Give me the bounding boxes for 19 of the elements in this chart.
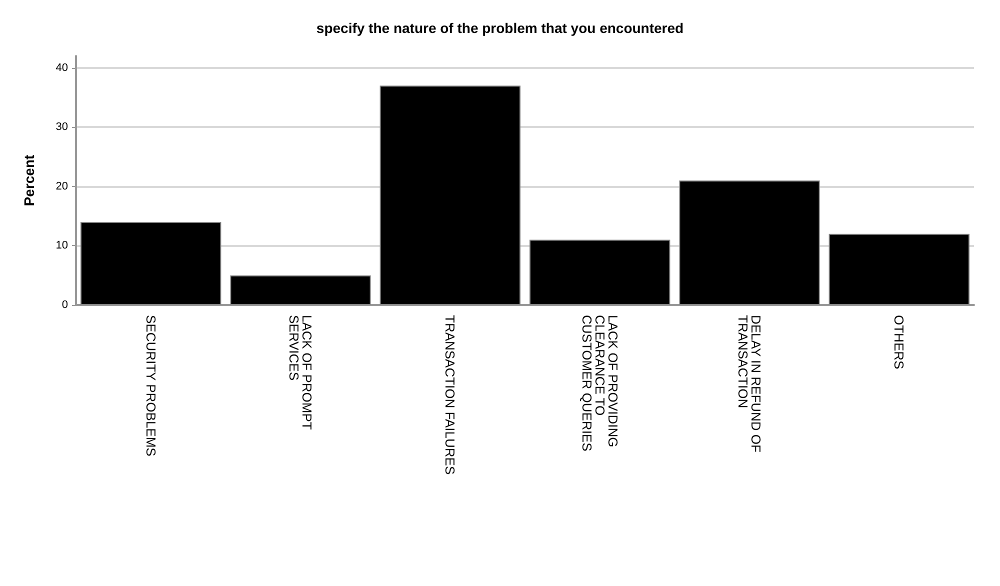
bar — [828, 234, 970, 305]
y-tick-label: 20 — [56, 180, 68, 192]
bar — [380, 86, 521, 305]
bar — [679, 180, 820, 305]
x-tick-label: OTHERS — [892, 315, 907, 370]
y-tick-label: 40 — [56, 62, 68, 74]
x-tick-label: TRANSACTION FAILURES — [442, 315, 458, 475]
x-tick-label: DELAY IN REFUND OF TRANSACTION — [736, 315, 764, 456]
x-tick-label: SECURITY PROBLEMS — [143, 315, 158, 457]
y-tick-label: 30 — [56, 121, 68, 134]
x-tick-label: LACK OF PROVIDING CLEARANCE TO CUSTOMER QUERIES — [579, 315, 620, 452]
bar — [529, 240, 670, 305]
y-tick-label: 10 — [56, 240, 68, 252]
bar — [230, 275, 371, 305]
bar — [80, 222, 222, 305]
y-tick-label: 0 — [62, 299, 68, 311]
chart-title: specify the nature of the problem that you encountered — [316, 20, 684, 36]
y-axis-title: Percent — [21, 154, 37, 206]
x-tick-label: LACK OF PROMPT SERVICES — [286, 315, 314, 434]
